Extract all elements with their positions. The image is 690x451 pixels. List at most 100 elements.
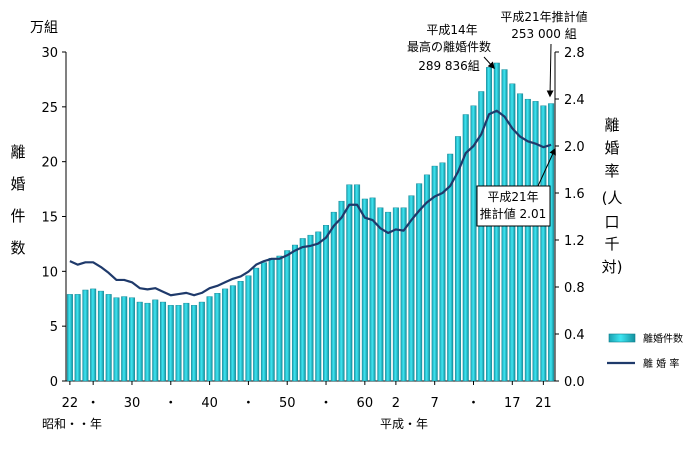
- left-unit-label: 万組: [30, 20, 58, 36]
- bar-divorce-count: [315, 231, 322, 382]
- bar-divorce-count: [423, 174, 430, 382]
- left-tick-label: 25: [41, 101, 58, 116]
- bar-divorce-count: [222, 288, 229, 382]
- bar-divorce-count: [260, 262, 267, 382]
- bar-divorce-count: [517, 93, 524, 382]
- right-tick-label: 0.8: [564, 281, 585, 296]
- left-tick-label: 0: [50, 375, 58, 390]
- left-tick-label: 30: [41, 46, 58, 61]
- right-tick-label: 2.4: [564, 93, 585, 108]
- left-tick-label: 10: [41, 265, 58, 280]
- bar-divorce-count: [346, 184, 353, 382]
- bar-divorce-count: [191, 305, 198, 382]
- bar-divorce-count: [392, 207, 399, 382]
- annotation-estimate-rate-text: 推計値 2.01: [480, 206, 547, 221]
- bar-divorce-count: [121, 296, 128, 382]
- bar-divorce-count: [160, 301, 167, 382]
- bar-divorce-count: [113, 297, 120, 382]
- bar-divorce-count: [144, 302, 151, 382]
- bar-divorce-count: [66, 294, 73, 382]
- x-tick-label: ・: [87, 396, 100, 411]
- left-axis-title-char: 件: [10, 207, 25, 225]
- bar-divorce-count: [548, 103, 555, 382]
- bar-divorce-count: [416, 183, 423, 382]
- bar-divorce-count: [237, 281, 244, 382]
- x-tick-label: 21: [535, 396, 552, 411]
- x-tick-label: ・: [320, 396, 333, 411]
- annotation-estimate-count-text: 253 000 組: [511, 27, 576, 41]
- bar-divorce-count: [82, 289, 89, 382]
- x-tick-label: 50: [279, 396, 296, 411]
- right-axis-title-char: 千: [604, 235, 619, 253]
- annotation-peak-text: 平成14年: [426, 23, 477, 37]
- era-label-heisei: 平成・年: [380, 417, 428, 431]
- bar-divorce-count: [330, 211, 337, 382]
- bar-divorce-count: [408, 195, 415, 382]
- left-axis-title: 離婚件数: [10, 143, 25, 257]
- bar-divorce-count: [183, 302, 190, 382]
- annotation-estimate-count-text: 平成21年推計値: [500, 9, 587, 24]
- right-axis-title-char: 口: [604, 213, 619, 231]
- bar-divorce-count: [462, 114, 469, 382]
- annotation-estimate-count-arrow: [546, 43, 554, 98]
- bar-divorce-count: [447, 153, 454, 382]
- right-axis-title-char: 離: [604, 116, 619, 134]
- left-axis-title-char: 離: [10, 143, 25, 161]
- x-tick-label: ・: [467, 396, 480, 411]
- bar-divorce-count: [284, 250, 291, 382]
- bar-divorce-count: [454, 136, 461, 382]
- annotation-peak-text: 289 836組: [418, 59, 480, 73]
- bar-divorce-count: [323, 225, 330, 382]
- bar-divorce-count: [299, 238, 306, 382]
- annotation-peak-arrow: [483, 56, 495, 70]
- x-tick-label: 2: [392, 396, 400, 411]
- legend-bar-swatch: [608, 333, 636, 343]
- bar-divorce-count: [307, 234, 314, 382]
- x-tick-label: 17: [504, 396, 521, 411]
- bar-divorce-count: [291, 244, 298, 382]
- bar-divorce-count: [268, 257, 275, 382]
- era-label-showa: 昭和・・年: [42, 417, 102, 431]
- right-tick-label: 2.0: [564, 140, 585, 155]
- x-tick-label: ・: [242, 396, 255, 411]
- bar-divorce-count: [214, 293, 221, 382]
- bar-divorce-count: [385, 211, 392, 382]
- bar-divorce-count: [152, 299, 159, 382]
- left-tick-label: 5: [50, 320, 58, 335]
- right-axis-title-char: 率: [604, 162, 619, 180]
- bar-divorce-count: [97, 290, 104, 382]
- legend: 離婚件数 離 婚 率: [607, 332, 683, 370]
- bar-divorce-count: [74, 294, 81, 382]
- bar-divorce-count: [198, 301, 205, 382]
- right-axis-title-char: 婚: [604, 139, 619, 157]
- left-tick-label: 15: [41, 211, 58, 226]
- bar-divorce-count: [90, 288, 97, 382]
- bar-divorce-count: [175, 305, 182, 382]
- x-tick-label: 30: [124, 396, 141, 411]
- bar-divorce-count: [532, 101, 539, 382]
- bar-divorce-count: [105, 294, 112, 382]
- left-axis-ticks: 0 5 10 15 20 25 30: [41, 46, 66, 390]
- right-tick-label: 0.4: [564, 328, 585, 343]
- right-tick-label: 1.2: [564, 234, 585, 249]
- x-tick-label: 22: [62, 396, 79, 411]
- bar-divorce-count: [524, 98, 531, 382]
- x-axis-ticks: 22 ・ 30 ・ 40 ・ 50 ・ 60 2 7 ・ 17 21: [62, 381, 552, 411]
- legend-line-label: 離 婚 率: [643, 357, 679, 370]
- left-tick-label: 20: [41, 156, 58, 171]
- bar-divorce-count: [128, 297, 135, 382]
- left-axis-title-char: 婚: [10, 175, 25, 193]
- bar-divorce-count: [253, 267, 260, 382]
- bar-divorce-count: [167, 305, 174, 382]
- x-tick-label: 7: [431, 396, 439, 411]
- bar-divorce-count: [206, 296, 213, 382]
- bar-divorce-count: [439, 162, 446, 382]
- bar-divorce-count: [400, 207, 407, 382]
- bar-divorce-count: [229, 285, 236, 382]
- annotation-estimate-rate-box: [476, 185, 551, 227]
- left-axis-title-char: 数: [10, 239, 25, 257]
- right-axis-title-char: 対): [602, 258, 623, 276]
